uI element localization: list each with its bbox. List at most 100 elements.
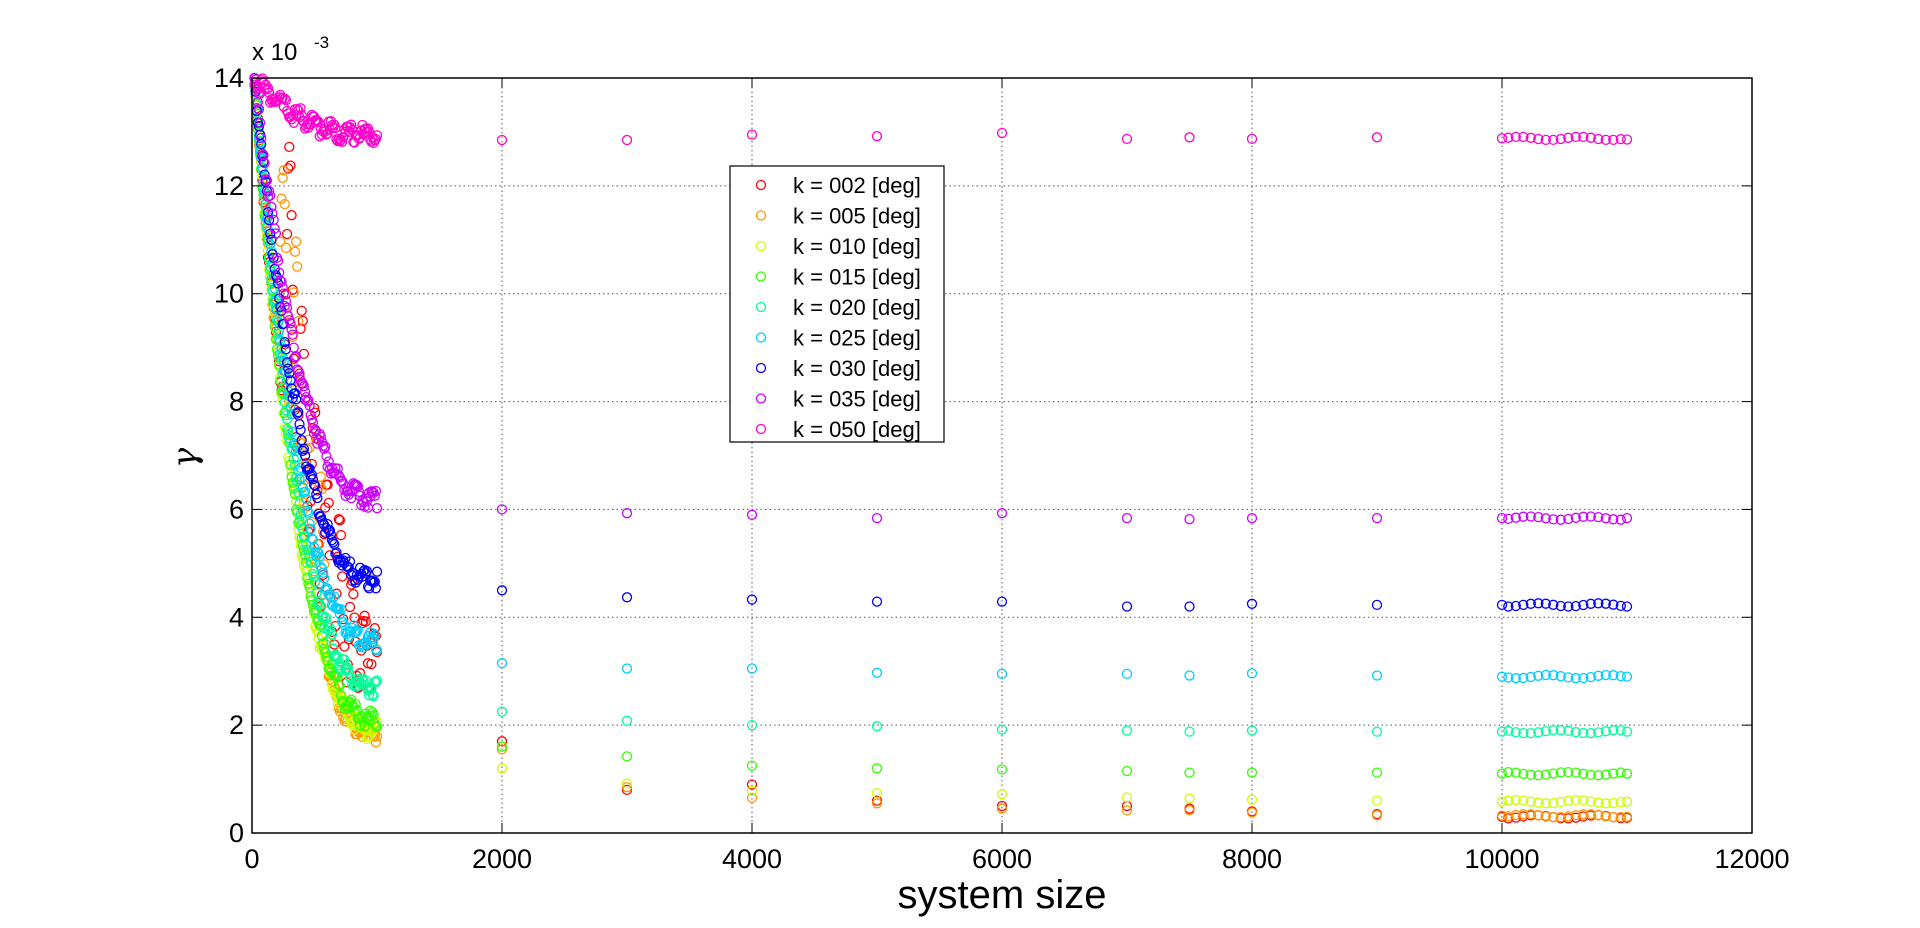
cluster-point [1540,669,1551,681]
curve-point [253,104,265,115]
cluster-point [1570,673,1581,684]
curve-point [287,329,298,340]
curve-point [324,550,335,561]
curve-point [276,193,287,204]
data-point [1621,512,1633,524]
legend: k = 002 [deg] k = 005 [deg] k = 010 [deg] k… [729,165,945,443]
cluster-point [1570,809,1581,821]
curve-point [262,82,274,94]
curve-point [263,186,275,197]
x-tick-label: 4000 [722,844,782,874]
curve-point [290,351,302,362]
cluster-point [1533,770,1544,781]
curve-point [314,551,325,562]
curve-point [365,491,376,502]
cluster-point [1548,797,1559,809]
curve-point [371,130,383,141]
curve-point [304,442,315,454]
cluster-point [1570,767,1581,778]
curve-point [281,357,293,368]
y-tick-label: 2 [229,710,244,740]
legend-marker [755,362,767,374]
data-point [1371,767,1383,778]
curve-point [303,507,314,518]
cluster-point [1570,600,1581,612]
curve-point [316,563,328,574]
curve-point [280,296,292,307]
curve-point [279,93,290,104]
curve-point [370,485,382,497]
curve-point [369,629,380,640]
curve-point [298,544,310,556]
cluster-point [1615,767,1626,778]
curve-point [337,136,348,147]
curve-point [307,474,319,485]
cluster-point [1600,134,1611,146]
curve-point [349,628,360,639]
cluster-point [1555,671,1566,682]
curve-point [369,576,380,587]
cluster-point [1518,599,1529,611]
curve-point [310,576,321,587]
curve-point [313,116,324,128]
cluster-point [1533,670,1544,681]
curve-point [281,228,293,240]
curve-point [280,242,292,254]
curve-point [315,561,326,573]
data-point [496,763,508,774]
curve-point [351,479,362,491]
cluster-point [1503,672,1514,683]
data-point [1621,768,1633,779]
legend-label: k = 002 [deg] [793,173,921,198]
curve-point [295,424,306,436]
curve-point [322,518,333,530]
curve-point [352,481,364,492]
cluster-point [1533,797,1544,808]
curve-point [363,731,375,742]
cluster-point [1578,768,1589,779]
data-point [746,719,758,731]
legend-box [729,165,945,443]
curve-point [315,431,326,442]
cluster-point [1600,726,1611,737]
data-point [1621,726,1633,737]
curve-point [289,246,301,257]
curve-point [283,163,294,174]
curve-point [285,459,296,470]
cluster-point [1593,810,1604,821]
cluster-point [1503,132,1514,143]
curve-point [366,658,377,670]
data-point [746,509,758,520]
curve-point [335,529,347,541]
curve-point [275,335,286,347]
data-point [1184,726,1195,737]
cluster-point [1563,513,1574,525]
curve-point [321,129,332,140]
y-tick-label: 6 [229,494,244,524]
curve-point [259,169,270,180]
cluster-point [1540,798,1551,809]
cluster-point [1525,796,1536,807]
curve-point [351,626,362,637]
curve-point [279,198,290,210]
data-point [871,795,883,806]
data-point [1121,805,1133,816]
data-point [1371,726,1383,737]
data-point [996,724,1008,735]
curve-point [352,624,364,635]
curve-point [296,305,307,317]
curve-point [323,497,334,509]
curve-point [289,352,301,363]
cluster-point [1548,768,1559,779]
curve-point [299,450,311,461]
data-point [621,663,633,674]
data-point [996,596,1008,607]
cluster-point [1578,511,1589,522]
curve-point [299,486,311,497]
data-point [746,663,758,674]
curve-point [306,516,317,528]
cluster-point [1563,132,1574,143]
data-point [1496,599,1508,611]
cluster-point [1525,809,1536,820]
curve-point [304,579,315,591]
